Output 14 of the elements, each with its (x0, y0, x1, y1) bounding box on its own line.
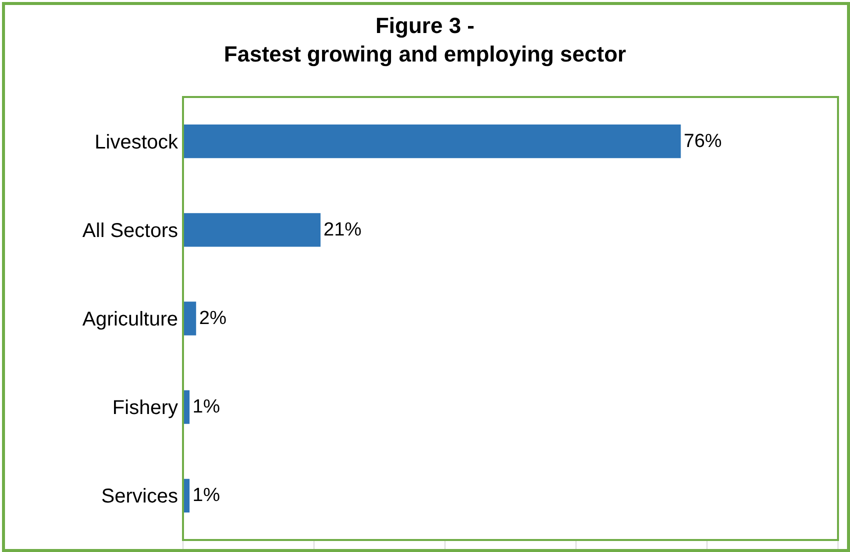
y-tick-label: Agriculture (82, 308, 178, 330)
bar (183, 302, 196, 336)
y-tick-label: Fishery (112, 397, 178, 420)
y-tick-label: All Sectors (82, 220, 178, 242)
data-label: 1% (192, 485, 220, 506)
data-label: 76% (684, 130, 722, 152)
data-label: 2% (199, 308, 227, 329)
y-tick-label: Services (101, 486, 178, 508)
y-tick-label: Livestock (94, 131, 179, 154)
bar (183, 124, 681, 158)
chart-title: Figure 3 - Fastest growing and employing sector (224, 13, 627, 67)
data-label: 21% (324, 219, 362, 240)
data-label: 1% (192, 396, 220, 418)
bar (183, 213, 321, 247)
